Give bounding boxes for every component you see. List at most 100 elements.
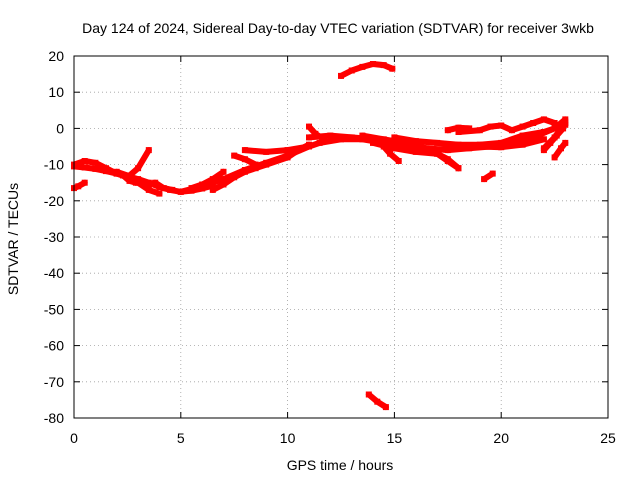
data-point bbox=[145, 186, 152, 193]
plot-frame bbox=[73, 55, 609, 419]
series-arc-5 bbox=[177, 136, 387, 195]
data-point bbox=[81, 179, 88, 186]
data-point bbox=[423, 145, 430, 152]
data-point bbox=[132, 179, 139, 186]
data-point bbox=[412, 138, 419, 145]
data-point bbox=[444, 156, 451, 163]
data-point bbox=[540, 129, 547, 135]
data-point bbox=[540, 116, 547, 123]
y-tick-label: -30 bbox=[44, 229, 64, 245]
data-point bbox=[252, 165, 259, 172]
data-point bbox=[284, 147, 291, 154]
y-tick-label: -60 bbox=[44, 338, 64, 354]
data-point bbox=[380, 136, 387, 143]
data-point bbox=[327, 132, 334, 139]
series-arc-23 bbox=[365, 391, 389, 411]
data-point bbox=[551, 154, 558, 161]
data-point bbox=[156, 190, 163, 197]
data-point bbox=[562, 139, 569, 146]
axis-ticks: 20 10 0 -10 -20 -30 -40 -50 -60 -70 -80 0 5 10 15 20 25 bbox=[44, 48, 616, 446]
data-point bbox=[370, 139, 376, 146]
data-point bbox=[370, 61, 376, 67]
data-point bbox=[498, 122, 505, 129]
data-point bbox=[284, 154, 291, 161]
data-point bbox=[145, 147, 152, 154]
series-trace bbox=[540, 125, 567, 154]
data-point bbox=[489, 170, 496, 177]
data-point bbox=[152, 179, 159, 186]
series-arc-21 bbox=[551, 139, 569, 161]
data-point bbox=[530, 134, 537, 141]
data-point bbox=[487, 123, 494, 130]
data-point bbox=[455, 129, 462, 135]
x-tick-label: 20 bbox=[493, 430, 509, 446]
data-point bbox=[75, 183, 82, 190]
data-point bbox=[126, 177, 133, 184]
x-tick-label: 25 bbox=[600, 430, 616, 446]
data-point bbox=[359, 132, 366, 139]
chart-title: Day 124 of 2024, Sidereal Day-to-day VTE… bbox=[82, 20, 594, 36]
data-point bbox=[547, 139, 554, 146]
x-tick-label: 0 bbox=[70, 430, 78, 446]
data-point bbox=[220, 181, 227, 188]
series-arc-26 bbox=[145, 179, 176, 193]
series-arc-9 bbox=[241, 143, 312, 155]
data-point bbox=[169, 186, 176, 193]
data-point bbox=[553, 132, 560, 139]
data-point bbox=[316, 139, 323, 146]
data-point bbox=[540, 147, 547, 154]
data-point bbox=[199, 181, 206, 188]
data-point bbox=[312, 130, 319, 137]
data-point bbox=[560, 125, 567, 132]
data-point bbox=[252, 161, 259, 168]
series-arc-18 bbox=[444, 124, 473, 134]
series-trace bbox=[177, 136, 387, 195]
series-arc-22 bbox=[338, 61, 396, 79]
data-point bbox=[220, 168, 227, 175]
data-point bbox=[455, 165, 462, 172]
series-arc-14 bbox=[391, 121, 569, 148]
data-point bbox=[380, 62, 387, 69]
data-point bbox=[348, 134, 355, 141]
series-arc-16 bbox=[380, 143, 402, 164]
data-point bbox=[103, 165, 109, 172]
data-point bbox=[160, 185, 167, 192]
data-point bbox=[209, 186, 216, 193]
data-point bbox=[188, 185, 195, 192]
data-point bbox=[519, 132, 526, 139]
data-point bbox=[365, 391, 372, 398]
data-point bbox=[92, 159, 99, 166]
data-point bbox=[135, 165, 142, 172]
data-point bbox=[382, 404, 389, 411]
data-point bbox=[145, 181, 152, 188]
data-point bbox=[444, 127, 451, 134]
y-tick-label: -20 bbox=[44, 193, 64, 209]
data-point bbox=[558, 145, 564, 152]
data-point bbox=[455, 141, 462, 148]
data-point bbox=[434, 150, 441, 157]
data-point bbox=[412, 148, 419, 155]
data-point bbox=[519, 123, 526, 130]
y-axis-label: SDTVAR / TECUs bbox=[5, 183, 21, 295]
data-point bbox=[444, 147, 451, 154]
data-point bbox=[391, 141, 398, 148]
x-tick-label: 10 bbox=[280, 430, 296, 446]
data-point bbox=[481, 176, 488, 183]
x-tick-label: 5 bbox=[177, 430, 185, 446]
data-point bbox=[338, 72, 344, 79]
data-point bbox=[387, 150, 394, 157]
series-arc-11 bbox=[306, 123, 327, 143]
series-arc-24 bbox=[481, 170, 496, 183]
data-point bbox=[113, 168, 120, 175]
y-tick-label: 0 bbox=[56, 120, 64, 136]
data-point bbox=[263, 148, 270, 155]
data-point bbox=[320, 136, 327, 143]
data-point bbox=[81, 158, 88, 164]
y-tick-label: -80 bbox=[44, 410, 64, 426]
data-point bbox=[241, 156, 248, 163]
data-point bbox=[530, 120, 537, 126]
data-point bbox=[263, 161, 270, 168]
data-point bbox=[391, 134, 398, 141]
series-arc-20 bbox=[540, 125, 567, 154]
